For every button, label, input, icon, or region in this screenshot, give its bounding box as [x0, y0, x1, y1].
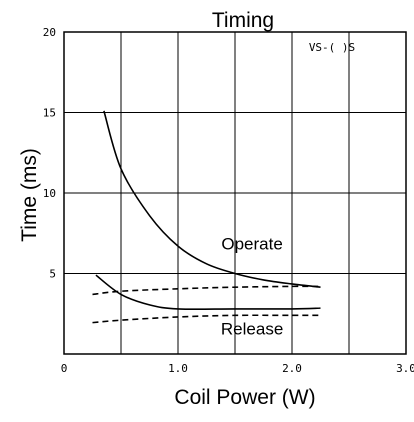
y-tick-labels: 5 10 15 20 — [43, 26, 56, 281]
y-tick-label: 5 — [49, 268, 56, 281]
series-line-operate-max — [92, 285, 321, 296]
model-label: VS-( )S — [309, 41, 355, 54]
x-tick-label: 2.0 — [282, 362, 302, 375]
grid — [64, 32, 406, 354]
y-tick-label: 10 — [43, 187, 56, 200]
series-line-release-min — [92, 314, 321, 324]
x-tick-labels: 0 1.0 2.0 3.0 — [61, 362, 414, 375]
annotations: Operate Release — [221, 234, 283, 338]
annotation-release: Release — [221, 320, 283, 339]
x-axis-label: Coil Power (W) — [174, 386, 315, 409]
series-line-operate — [103, 110, 321, 288]
series-lines — [92, 110, 321, 324]
x-tick-label: 0 — [61, 362, 68, 375]
x-tick-label: 1.0 — [168, 362, 188, 375]
y-axis-label: Time (ms) — [18, 148, 41, 242]
chart-title: Timing — [212, 9, 274, 32]
y-tick-label: 20 — [43, 26, 56, 39]
x-tick-label: 3.0 — [396, 362, 414, 375]
y-tick-label: 15 — [43, 107, 56, 120]
series-line-release — [95, 274, 321, 311]
plot-frame — [63, 31, 407, 355]
annotation-operate: Operate — [221, 234, 282, 253]
